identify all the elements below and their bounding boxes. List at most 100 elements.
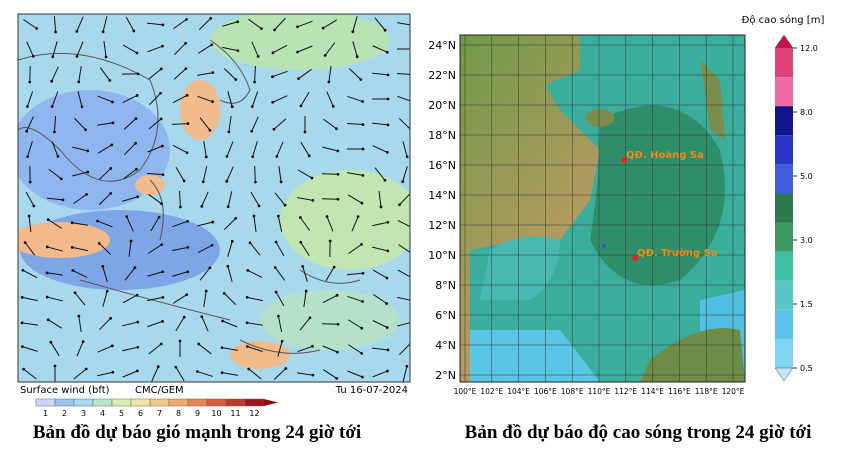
lat-label: 8°N — [435, 279, 456, 292]
wind-arrow — [397, 95, 410, 102]
wind-arrow — [47, 272, 63, 276]
wind-arrow-head — [45, 295, 49, 299]
wind-arrow-head — [253, 180, 257, 184]
wind-arrow-head — [311, 198, 315, 202]
wind-arrow-head — [273, 28, 276, 32]
wind-arrow-head — [161, 23, 165, 27]
wind-arrow — [373, 294, 387, 304]
wind-arrow — [123, 168, 137, 180]
wind-arrow-head — [133, 266, 137, 270]
wind-arrow — [72, 246, 88, 252]
wind-arrow — [173, 68, 187, 80]
wind-arrow-head — [226, 264, 230, 268]
wind-arrow — [97, 95, 113, 103]
wind-arrow — [371, 72, 389, 76]
wind-arrow-head — [260, 27, 263, 31]
wind-arrow — [347, 95, 363, 103]
footer-source: CMC/GEM — [135, 385, 184, 396]
wind-arrow-head — [86, 170, 90, 174]
colorbar-cell — [225, 398, 246, 407]
colorbar-cell — [111, 398, 132, 407]
colorbar-cell — [775, 193, 793, 223]
wind-arrow-head — [277, 314, 280, 318]
wind-arrow-head — [178, 339, 182, 343]
wind-arrow-head — [75, 54, 79, 58]
wind-arrow — [297, 45, 313, 53]
wind-arrow-head — [210, 43, 214, 47]
wind-arrow-head — [182, 315, 186, 319]
wind-arrow-head — [97, 242, 101, 245]
colorbar-label: 4 — [100, 409, 105, 418]
lon-label: 102°E — [480, 387, 503, 396]
wind-arrow-head — [135, 51, 139, 55]
wind-arrow — [22, 269, 38, 279]
wind-arrow-head — [211, 100, 214, 104]
lon-label: 104°E — [507, 387, 530, 396]
right-caption: Bản đồ dự báo độ cao sóng trong 24 giờ t… — [465, 422, 812, 443]
wind-arrow-head — [85, 192, 88, 196]
wind-arrow-head — [327, 80, 331, 84]
colorbar-label: 0.5 — [800, 364, 813, 373]
wind-arrow — [371, 347, 389, 351]
hoang-sa-marker — [621, 157, 627, 163]
wind-arrow — [48, 219, 62, 229]
wind-arrow — [348, 243, 362, 255]
wind-arrow — [254, 165, 256, 183]
wind-arrow-head — [336, 322, 340, 326]
wind-arrow-head — [298, 216, 302, 219]
wind-arrow-head — [185, 151, 189, 155]
wind-arrow-head — [360, 326, 364, 330]
wind-arrow-head — [135, 94, 139, 97]
wind-arrow-head — [335, 350, 339, 354]
wind-arrow — [227, 241, 233, 257]
wind-arrow-head — [108, 79, 112, 82]
wind-arrow-head — [84, 128, 87, 132]
wind-arrow — [197, 44, 213, 54]
wind-arrow-head — [412, 48, 415, 51]
wind-arrow — [323, 369, 337, 379]
wind-arrow-head — [271, 100, 275, 104]
wind-arrow — [53, 15, 57, 33]
wind-arrow-head — [84, 367, 88, 371]
wind-arrow-head — [23, 241, 27, 245]
wind-arrow-head — [271, 51, 275, 55]
wind-arrow — [276, 141, 284, 157]
wind-arrow-head — [230, 105, 234, 109]
wind-arrow — [122, 44, 138, 54]
wind-arrow-head — [159, 67, 163, 71]
wind-arrow-head — [361, 147, 365, 151]
wind-arrow — [102, 291, 108, 307]
wind-arrow — [26, 91, 34, 107]
lat-label: 16°N — [428, 159, 456, 172]
wind-arrow-head — [186, 219, 189, 223]
wind-arrow-head — [336, 197, 340, 201]
wind-arrow — [175, 316, 185, 332]
wind-arrow — [26, 116, 34, 132]
wind-arrow — [47, 319, 63, 329]
wind-arrow-head — [160, 243, 164, 247]
wind-arrow — [99, 67, 111, 81]
wind-arrow — [300, 91, 310, 107]
wind-arrow — [97, 122, 113, 126]
wind-arrow-head — [53, 364, 57, 368]
wind-arrow — [399, 193, 410, 206]
colorbar-label: 5 — [119, 409, 124, 418]
wind-arrow-head — [204, 289, 208, 293]
wind-arrow — [202, 166, 208, 182]
wind-arrow — [148, 193, 162, 205]
wind-arrow-head — [28, 180, 32, 184]
wind-arrow — [98, 243, 112, 255]
wind-arrow — [72, 222, 88, 226]
lat-label: 12°N — [428, 219, 456, 232]
colorbar-cell — [149, 398, 170, 407]
wind-arrow — [372, 269, 388, 279]
left-caption: Bản đồ dự báo gió mạnh trong 24 giờ tới — [33, 422, 361, 443]
wind-arrow-head — [360, 201, 364, 205]
wind-arrow-head — [185, 293, 189, 297]
wind-arrow-head — [385, 150, 389, 154]
wind-arrow-head — [157, 215, 161, 219]
wind-arrow-head — [101, 30, 105, 34]
wind-arrow — [51, 141, 59, 157]
point — [602, 244, 606, 248]
wind-arrow — [76, 16, 84, 32]
